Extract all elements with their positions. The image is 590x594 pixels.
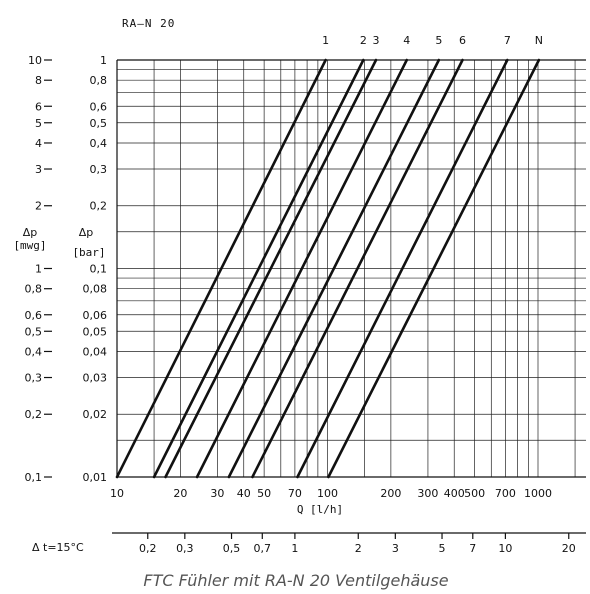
right-y-tick-label: 0,6 [90, 100, 108, 113]
bottom-tick-label: 0,7 [254, 542, 272, 555]
bottom-tick-label: 0,5 [223, 542, 241, 555]
curve-3 [164, 58, 378, 479]
left-y-tick-label: 0,5 [25, 325, 43, 338]
right-y-tick-label: 0,1 [90, 263, 108, 276]
left-y-tick-label: 10 [28, 54, 42, 67]
x-tick-label: 400 [444, 487, 465, 500]
right-y-tick-label: 0,2 [90, 200, 108, 213]
right-y-tick-label: 0,5 [90, 117, 108, 130]
left-y-tick-label: 6 [35, 100, 42, 113]
left-y-tick-label: 8 [35, 74, 42, 87]
curve-label-6: 6 [459, 34, 466, 47]
x-tick-label: 100 [317, 487, 338, 500]
left-y-label-line1: Δp [23, 226, 38, 239]
curve-label-5: 5 [435, 34, 442, 47]
right-y-tick-label: 0,01 [83, 471, 108, 484]
x-tick-label: 700 [495, 487, 516, 500]
curve-1 [115, 58, 327, 479]
tick-labels: 1086543210,80,60,50,40,30,20,110,80,60,5… [25, 34, 553, 500]
right-y-tick-label: 0,05 [83, 325, 108, 338]
right-y-tick-label: 0,4 [90, 137, 108, 150]
curve-5 [227, 58, 441, 479]
x-tick-label: 1000 [524, 487, 552, 500]
bottom-tick-label: 20 [562, 542, 576, 555]
right-y-label-line2: [bar] [72, 246, 105, 259]
bottom-tick-label: 0,2 [139, 542, 157, 555]
curve-label-1: 1 [322, 34, 329, 47]
right-y-label-line1: Δp [79, 226, 94, 239]
bottom-tick-label: 5 [439, 542, 446, 555]
bottom-tick-label: 7 [469, 542, 476, 555]
left-y-tick-label: 2 [35, 200, 42, 213]
curve-6 [251, 58, 464, 479]
x-tick-label: 20 [173, 487, 187, 500]
curve-7 [296, 58, 509, 479]
curve-label-N: N [535, 34, 543, 47]
right-y-tick-label: 1 [100, 54, 107, 67]
curve-4 [195, 58, 409, 479]
x-tick-label: 200 [380, 487, 401, 500]
right-y-tick-label: 0,03 [83, 372, 108, 385]
bottom-axis-label: Δ t=15°C [32, 541, 84, 554]
right-y-tick-label: 0,3 [90, 163, 108, 176]
bottom-tick-label: 2 [355, 542, 362, 555]
x-tick-label: 300 [417, 487, 438, 500]
left-y-tick-label: 0,1 [25, 471, 43, 484]
curve-label-7: 7 [504, 34, 511, 47]
left-y-tick-label: 0,3 [25, 372, 43, 385]
x-tick-label: 30 [210, 487, 224, 500]
curve-2 [152, 58, 365, 479]
left-y-tick-label: 5 [35, 117, 42, 130]
x-tick-label: 50 [257, 487, 271, 500]
x-tick-label: 500 [464, 487, 485, 500]
right-y-tick-label: 0,8 [90, 74, 108, 87]
right-y-tick-label: 0,06 [83, 309, 108, 322]
chart-title: RA–N 20 [122, 17, 175, 30]
caption: FTC Fühler mit RA-N 20 Ventilgehäuse [143, 571, 448, 590]
bottom-tick-label: 1 [291, 542, 298, 555]
bottom-tick-label: 10 [498, 542, 512, 555]
bottom-tick-label: 0,3 [176, 542, 194, 555]
left-y-tick-label: 0,8 [25, 283, 43, 296]
right-y-tick-label: 0,08 [83, 283, 108, 296]
x-tick-label: 10 [110, 487, 124, 500]
bottom-tick-label: 3 [392, 542, 399, 555]
left-y-tick-label: 0,4 [25, 345, 43, 358]
curve-N [327, 58, 541, 479]
x-tick-label: 70 [288, 487, 302, 500]
curve-label-4: 4 [403, 34, 410, 47]
grid [116, 59, 586, 478]
curve-label-2: 2 [360, 34, 367, 47]
right-y-tick-label: 0,04 [83, 345, 108, 358]
bottom-axis-ticks: 0,20,30,50,71235710203 [139, 533, 576, 555]
left-y-label-line2: [mwg] [13, 239, 46, 252]
x-tick-label: 40 [237, 487, 251, 500]
left-y-tick-label: 4 [35, 137, 42, 150]
left-y-tick-label: 1 [35, 263, 42, 276]
right-y-tick-label: 0,02 [83, 408, 108, 421]
x-axis-label: Q [l/h] [297, 503, 343, 516]
curve-label-3: 3 [373, 34, 380, 47]
left-y-tick-label: 0,2 [25, 408, 43, 421]
left-y-tick-label: 3 [35, 163, 42, 176]
left-y-tick-label: 0,6 [25, 309, 43, 322]
curves [115, 58, 541, 479]
